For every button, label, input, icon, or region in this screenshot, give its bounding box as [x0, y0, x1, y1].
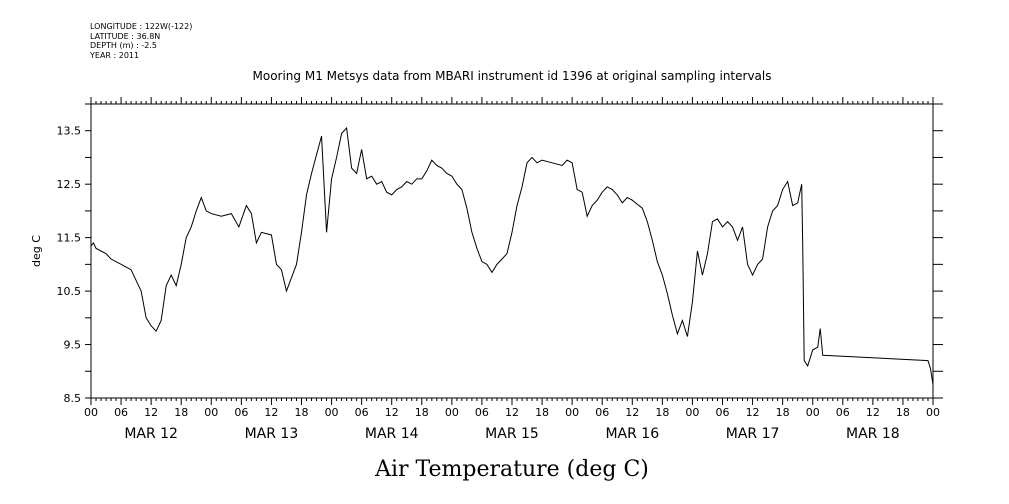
x-tick-label: 18 — [415, 406, 429, 419]
y-tick-label: 10.5 — [57, 285, 82, 298]
x-tick-label: 18 — [655, 406, 669, 419]
x-tick-label: 12 — [746, 406, 760, 419]
x-tick-label: 06 — [595, 406, 609, 419]
x-tick-label: 06 — [114, 406, 128, 419]
y-axis-label: deg C — [30, 235, 43, 267]
x-day-label: MAR 15 — [485, 426, 539, 442]
x-day-label: MAR 16 — [605, 426, 659, 442]
x-tick-label: 00 — [325, 406, 339, 419]
depth-text: DEPTH (m) : -2.5 — [90, 41, 157, 50]
x-tick-label: 00 — [806, 406, 820, 419]
y-tick-label: 12.5 — [57, 178, 82, 191]
plot-frame — [90, 103, 934, 399]
x-tick-label: 00 — [926, 406, 940, 419]
y-tick-label: 13.5 — [57, 125, 82, 138]
longitude-text: LONGITUDE : 122W(-122) — [90, 22, 193, 31]
x-tick-label: 00 — [565, 406, 579, 419]
x-tick-label: 18 — [776, 406, 790, 419]
x-tick-label: 00 — [685, 406, 699, 419]
y-tick-label: 11.5 — [57, 232, 82, 245]
x-tick-label: 06 — [355, 406, 369, 419]
x-tick-label: 00 — [445, 406, 459, 419]
x-tick-label: 06 — [475, 406, 489, 419]
x-tick-label: 12 — [505, 406, 519, 419]
x-tick-label: 18 — [174, 406, 188, 419]
x-tick-label: 06 — [836, 406, 850, 419]
x-day-label: MAR 14 — [365, 426, 419, 442]
x-tick-label: 18 — [896, 406, 910, 419]
latitude-text: LATITUDE : 36.8N — [90, 31, 161, 41]
x-axis-label: Air Temperature (deg C) — [374, 457, 649, 482]
axis-labels: 00 06 12 18 00 06 12 18 00 06 12 18 00 06 12 18 00 06 12 18… — [57, 125, 941, 442]
x-day-label: MAR 12 — [124, 426, 178, 442]
x-tick-label: 12 — [144, 406, 158, 419]
chart-title: Mooring M1 Metsys data from MBARI instru… — [253, 69, 772, 83]
x-tick-label: 18 — [295, 406, 309, 419]
x-tick-label: 06 — [234, 406, 248, 419]
x-tick-label: 12 — [866, 406, 880, 419]
y-tick-label: 8.5 — [64, 392, 82, 405]
y-tick-label: 9.5 — [64, 339, 82, 352]
series-line — [90, 126, 934, 385]
axis-ticks — [85, 97, 943, 405]
x-tick-label: 06 — [716, 406, 730, 419]
x-day-label: MAR 13 — [245, 426, 299, 442]
x-day-label: MAR 18 — [846, 426, 900, 442]
x-tick-label: 18 — [535, 406, 549, 419]
x-day-label: MAR 17 — [726, 426, 780, 442]
x-tick-label: 12 — [625, 406, 639, 419]
x-tick-label: 12 — [264, 406, 278, 419]
metadata-block: LONGITUDE : 122W(-122) LATITUDE : 36.8N … — [90, 22, 192, 60]
x-tick-label: 12 — [385, 406, 399, 419]
x-tick-label: 00 — [204, 406, 218, 419]
year-text: YEAR : 2011 — [90, 50, 140, 60]
x-tick-label: 00 — [84, 406, 98, 419]
